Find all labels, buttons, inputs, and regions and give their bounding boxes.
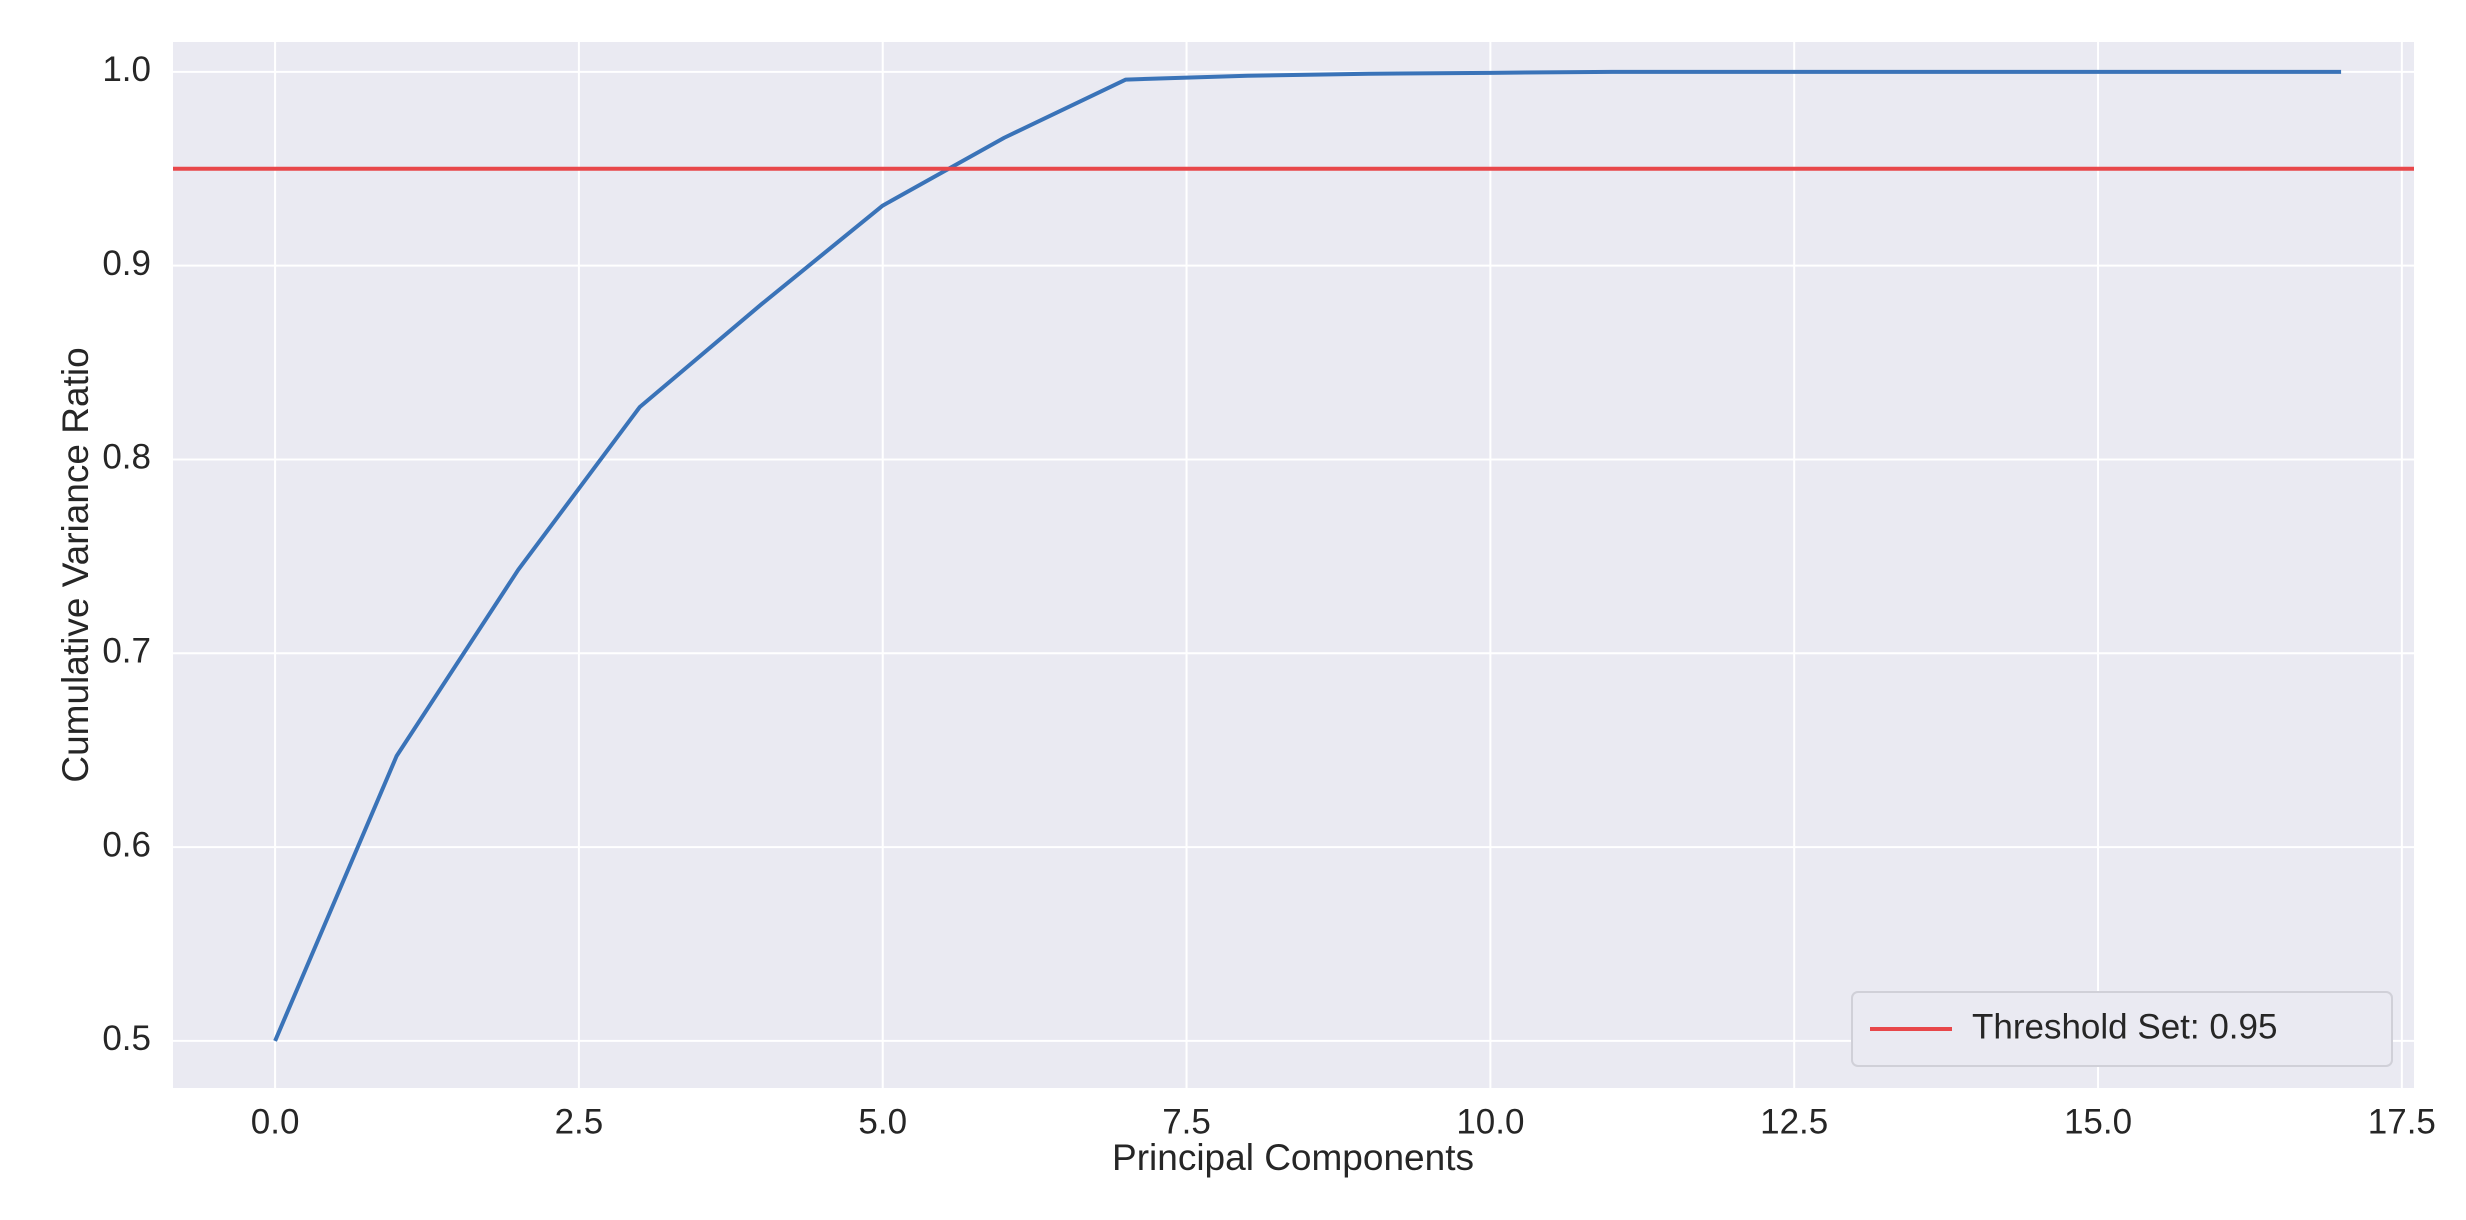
x-tick-label: 15.0 — [2064, 1102, 2132, 1141]
y-tick-label: 0.9 — [102, 244, 151, 283]
y-tick-label: 0.7 — [102, 632, 151, 671]
y-tick-label: 0.5 — [102, 1019, 151, 1058]
legend-box — [1851, 991, 2393, 1067]
x-tick-label: 7.5 — [1162, 1102, 1211, 1141]
y-tick-label: 0.6 — [102, 825, 151, 864]
plot-area — [173, 42, 2414, 1088]
x-axis-label: Principal Components — [1112, 1137, 1474, 1178]
legend-label: Threshold Set: 0.95 — [1972, 1007, 2277, 1046]
x-tick-label: 12.5 — [1760, 1102, 1828, 1141]
x-tick-label: 0.0 — [251, 1102, 300, 1141]
y-tick-label: 0.8 — [102, 438, 151, 477]
x-tick-label: 17.5 — [2368, 1102, 2436, 1141]
x-tick-label: 10.0 — [1456, 1102, 1524, 1141]
data-line — [273, 69, 2342, 1042]
x-tick-label: 2.5 — [555, 1102, 604, 1141]
y-axis-label: Cumulative Variance Ratio — [55, 347, 96, 782]
y-tick-label: 1.0 — [102, 50, 151, 89]
x-tick-label: 5.0 — [858, 1102, 907, 1141]
